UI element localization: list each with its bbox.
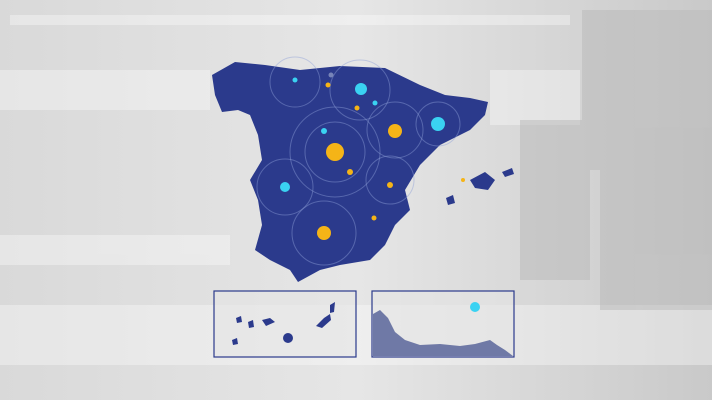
coverage-rings xyxy=(256,56,461,266)
balearic-islands xyxy=(446,168,514,205)
north-africa-inset xyxy=(371,290,515,358)
canary-inset xyxy=(213,290,357,358)
markers xyxy=(280,72,465,240)
background-blocks xyxy=(520,10,712,310)
